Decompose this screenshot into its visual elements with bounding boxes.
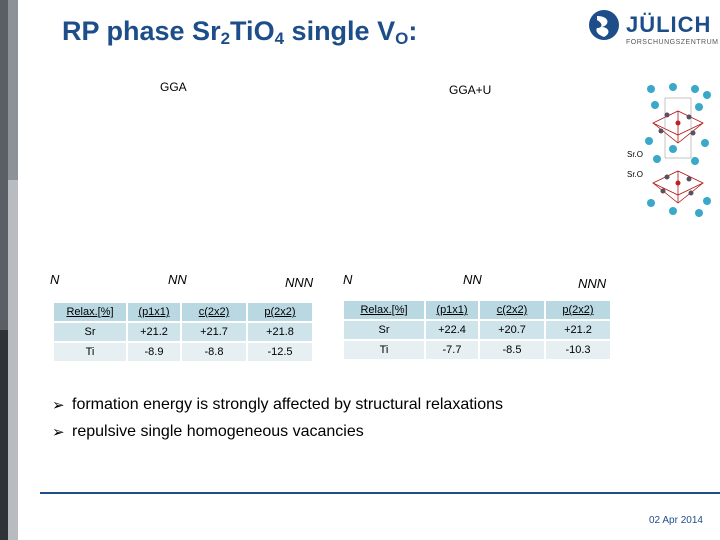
- slide-title: RP phase Sr2TiO4 single VO:: [62, 16, 418, 48]
- bullet-item: ➢ formation energy is strongly affected …: [52, 396, 503, 414]
- table-cell: +21.7: [182, 323, 246, 341]
- sro-top-label: Sr.O: [627, 150, 644, 159]
- table-cell: +21.2: [546, 321, 610, 339]
- nnn-label-left: NNN: [285, 275, 314, 290]
- julich-logo-icon: [589, 10, 619, 40]
- table-cell: Ti: [344, 341, 424, 359]
- table-cell: +22.4: [426, 321, 478, 339]
- julich-logo: JÜLICH FORSCHUNGSZENTRUM: [588, 9, 718, 51]
- footer-date: 02 Apr 2014: [649, 515, 703, 526]
- table-header-cell: (p1x1): [128, 303, 180, 321]
- n-label-right: N: [343, 272, 353, 287]
- gga-label: GGA: [160, 80, 187, 94]
- table-cell: +21.2: [128, 323, 180, 341]
- table-header-cell: c(2x2): [182, 303, 246, 321]
- table-cell: -8.8: [182, 343, 246, 361]
- table-header-row: Relax.[%] (p1x1) c(2x2) p(2x2): [344, 301, 610, 319]
- crystal-structure-image: [645, 83, 711, 217]
- bullet-text: repulsive single homogeneous vacancies: [72, 423, 364, 440]
- table-header-cell: p(2x2): [248, 303, 312, 321]
- gga-relaxation-table: Relax.[%] (p1x1) c(2x2) p(2x2) Sr +21.2 …: [52, 301, 314, 363]
- sro-bottom-label: Sr.O: [627, 170, 644, 179]
- nn-label-left: NN: [168, 272, 187, 287]
- arrow-bullet-icon: ➢: [52, 424, 65, 441]
- table-header-cell: Relax.[%]: [344, 301, 424, 319]
- table-cell: -12.5: [248, 343, 312, 361]
- table-header-cell: Relax.[%]: [54, 303, 126, 321]
- sidebar-dark-bar: [0, 0, 8, 330]
- table-cell: Sr: [54, 323, 126, 341]
- sidebar-bottom-bar: [0, 330, 8, 540]
- arrow-bullet-icon: ➢: [52, 397, 65, 414]
- bullet-list: ➢ formation energy is strongly affected …: [52, 396, 503, 450]
- sidebar-gray-bar: [8, 180, 18, 540]
- nn-label-right: NN: [463, 272, 482, 287]
- table-cell: +20.7: [480, 321, 544, 339]
- ggau-relaxation-table: Relax.[%] (p1x1) c(2x2) p(2x2) Sr +22.4 …: [342, 299, 612, 361]
- table-cell: +21.8: [248, 323, 312, 341]
- logo-subtitle: FORSCHUNGSZENTRUM: [626, 39, 719, 46]
- table-cell: Ti: [54, 343, 126, 361]
- n-label-left: N: [50, 272, 60, 287]
- table-row: Sr +21.2 +21.7 +21.8: [54, 323, 312, 341]
- sidebar-light-bar: [8, 0, 18, 180]
- table-header-cell: c(2x2): [480, 301, 544, 319]
- bullet-item: ➢ repulsive single homogeneous vacancies: [52, 423, 503, 441]
- table-row: Ti -8.9 -8.8 -12.5: [54, 343, 312, 361]
- table-header-cell: (p1x1): [426, 301, 478, 319]
- table-row: Sr +22.4 +20.7 +21.2: [344, 321, 610, 339]
- table-cell: -8.5: [480, 341, 544, 359]
- bullet-text: formation energy is strongly affected by…: [72, 396, 504, 413]
- table-cell: -7.7: [426, 341, 478, 359]
- table-header-cell: p(2x2): [546, 301, 610, 319]
- table-cell: Sr: [344, 321, 424, 339]
- table-cell: -10.3: [546, 341, 610, 359]
- table-row: Ti -7.7 -8.5 -10.3: [344, 341, 610, 359]
- footer-divider: [40, 492, 720, 494]
- table-cell: -8.9: [128, 343, 180, 361]
- ggau-label: GGA+U: [449, 83, 492, 97]
- nnn-label-right: NNN: [578, 276, 607, 291]
- logo-name: JÜLICH: [626, 12, 712, 37]
- table-header-row: Relax.[%] (p1x1) c(2x2) p(2x2): [54, 303, 312, 321]
